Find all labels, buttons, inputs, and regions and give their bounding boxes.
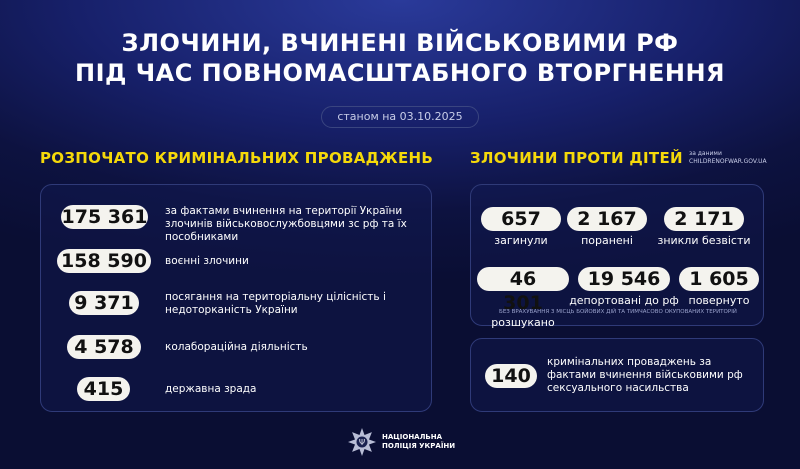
value-pill: 9 371 (69, 291, 139, 315)
children-crimes-panel: 657 загинули 2 167 поранені 2 171 зникли бе… (470, 184, 764, 329)
value-pill: 1 605 (679, 267, 759, 291)
title-line-1: ЗЛОЧИНИ, ВЧИНЕНІ ВІЙСЬКОВИМИ РФ (121, 29, 679, 57)
stat-found: 46 301 розшукано (477, 267, 569, 329)
svg-text:Ψ: Ψ (359, 438, 365, 447)
item-description: за фактами вчинення на території України… (165, 205, 407, 243)
item-description: державна зрада (165, 383, 257, 395)
value-pill: 175 361 (61, 205, 148, 229)
value-pill: 657 (481, 207, 561, 231)
value-pill: 2 171 (664, 207, 744, 231)
right-heading: ЗЛОЧИНИ ПРОТИ ДІТЕЙ (470, 149, 683, 167)
source-line-1: за даними (689, 150, 722, 157)
value-pill: 158 590 (57, 249, 151, 273)
value-pill: 2 167 (567, 207, 647, 231)
footer-line-1: НАЦІОНАЛЬНА (382, 433, 443, 441)
police-star-icon: Ψ (348, 428, 376, 456)
stat-deported: 19 546 депортовані до рф (569, 267, 679, 307)
stats-footnote: БЕЗ ВРАХУВАННЯ З МІСЦЬ БОЙОВИХ ДІЙ ТА ТИ… (499, 309, 737, 315)
stat-label: повернуто (688, 294, 750, 307)
stat-label: загинули (494, 234, 548, 247)
source-line-2: CHILDRENOFWAR.GOV.UA (689, 158, 767, 165)
stat-killed: 657 загинули (481, 207, 561, 247)
stat-label: депортовані до рф (569, 294, 679, 307)
criminal-proceedings-panel: 175 361 за фактами вчинення на території … (40, 184, 432, 412)
left-heading: РОЗПОЧАТО КРИМІНАЛЬНИХ ПРОВАДЖЕНЬ (40, 149, 434, 167)
value-pill: 415 (77, 377, 130, 401)
stat-label: зникли безвісти (657, 234, 751, 247)
item-description: посягання на територіальну цілісність і … (165, 291, 386, 316)
value-pill: 4 578 (67, 335, 141, 359)
stat-label: поранені (581, 234, 633, 247)
date-badge: станом на 03.10.2025 (321, 106, 479, 128)
title-line-2: ПІД ЧАС ПОВНОМАСШТАБНОГО ВТОРГНЕННЯ (74, 59, 726, 87)
stat-injured: 2 167 поранені (567, 207, 647, 247)
item-description: колабораційна діяльність (165, 341, 308, 353)
value-pill: 46 301 (477, 267, 569, 314)
stat-returned: 1 605 повернуто (679, 267, 759, 307)
value-pill: 19 546 (577, 267, 671, 291)
stat-label: розшукано (491, 316, 555, 329)
value-pill: 140 (485, 364, 537, 388)
police-logo: Ψ НАЦІОНАЛЬНА ПОЛІЦІЯ УКРАЇНИ (348, 428, 455, 456)
stat-missing: 2 171 зникли безвісти (651, 207, 757, 247)
footer-line-2: ПОЛІЦІЯ УКРАЇНИ (382, 442, 456, 450)
item-description: кримінальних проваджень за фактами вчине… (547, 356, 743, 394)
page-title: ЗЛОЧИНИ, ВЧИНЕНІ ВІЙСЬКОВИМИ РФ ПІД ЧАС … (0, 28, 800, 88)
source-note: за даними CHILDRENOFWAR.GOV.UA (689, 150, 767, 166)
sexual-violence-panel: 140 кримінальних проваджень за фактами в… (470, 338, 764, 412)
item-description: воєнні злочини (165, 255, 249, 267)
